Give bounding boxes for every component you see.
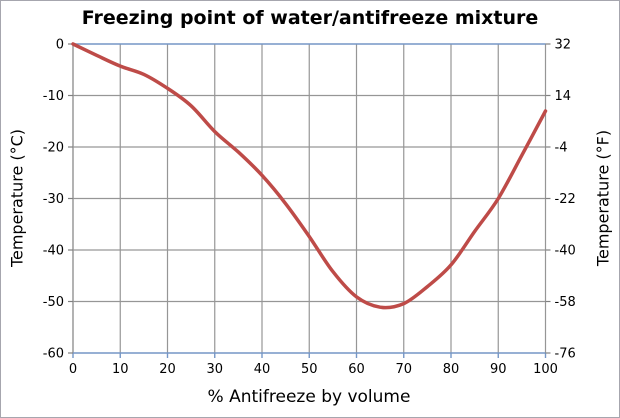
y-axis-celsius-tick-label: -60 [43, 347, 64, 362]
y-axis-fahrenheit-tick-label: 32 [555, 38, 572, 53]
y-axis-celsius-tick-label: -50 [43, 295, 64, 310]
x-axis-title: % Antifreeze by volume [207, 387, 411, 407]
x-axis-tick-label: 70 [395, 362, 412, 377]
x-axis-tick-label: 40 [254, 362, 271, 377]
y-axis-celsius-tick-label: -30 [43, 192, 64, 207]
x-axis-tick-label: 100 [533, 362, 558, 377]
y-axis-fahrenheit-tick-label: -76 [555, 347, 576, 362]
x-axis-tick-label: 0 [69, 362, 77, 377]
y-axis-fahrenheit-tick-label: -4 [555, 141, 568, 156]
freezing-curve [71, 42, 548, 310]
y-axis-celsius-tick-label: 0 [56, 38, 64, 53]
y-axis-celsius-tick-label: -10 [43, 89, 64, 104]
x-axis-tick-label: 80 [443, 362, 460, 377]
x-axis-tick-label: 50 [301, 362, 318, 377]
y-axis-fahrenheit-tick-label: -58 [555, 295, 576, 310]
x-axis-tick-label: 90 [490, 362, 507, 377]
chart-title: Freezing point of water/antifreeze mixtu… [81, 7, 539, 29]
y-axis-fahrenheit-tick-label: -22 [555, 192, 576, 207]
x-axis-tick-label: 30 [206, 362, 223, 377]
y-axis-fahrenheit-tick-label: -40 [555, 244, 576, 259]
y-axis-celsius-tick-label: -40 [43, 244, 64, 259]
x-axis-tick-label: 60 [348, 362, 365, 377]
y-axis-fahrenheit-tick-label: 14 [555, 89, 572, 104]
y-axis-celsius-tick-label: -20 [43, 141, 64, 156]
x-axis-tick-label: 10 [112, 362, 129, 377]
x-axis-tick-label: 20 [159, 362, 176, 377]
